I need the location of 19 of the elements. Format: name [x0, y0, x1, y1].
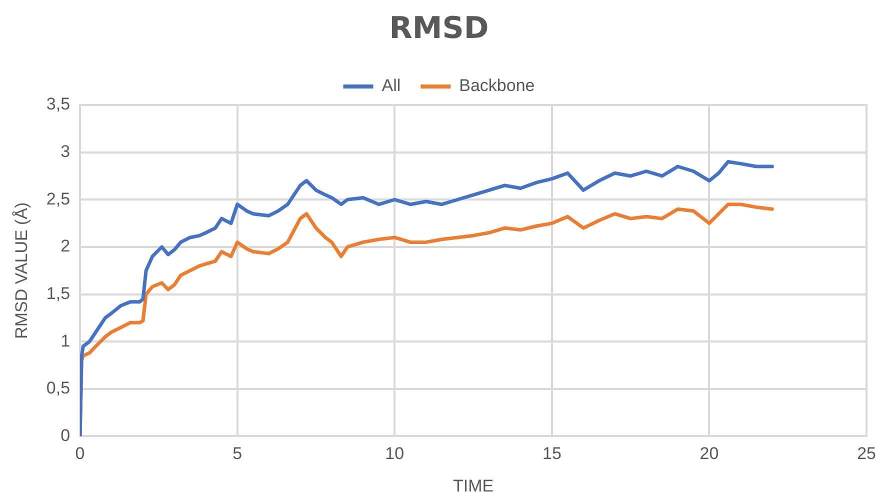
- y-tick-label: 3,5: [46, 94, 70, 114]
- y-tick-label: 1,5: [46, 284, 70, 303]
- y-tick-label: 0: [60, 426, 70, 445]
- x-axis-title: TIME: [452, 476, 494, 496]
- x-tick-label: 20: [700, 444, 719, 464]
- legend-label: All: [382, 76, 401, 96]
- x-tick-label: 10: [385, 444, 404, 464]
- x-tick-label: 15: [542, 444, 562, 464]
- x-tick-label: 0: [75, 444, 85, 464]
- x-tick-label: 5: [232, 444, 242, 464]
- x-tick-label: 25: [857, 444, 876, 464]
- y-tick-label: 1: [60, 331, 70, 350]
- chart-title: RMSD: [389, 10, 489, 46]
- y-tick-label: 0,5: [46, 378, 70, 398]
- y-tick-label: 3: [60, 142, 70, 161]
- y-tick-label: 2,5: [46, 189, 70, 208]
- y-tick-label: 2: [60, 236, 70, 256]
- y-axis-title: RMSD VALUE (Å): [12, 202, 31, 339]
- legend-label: Backbone: [459, 76, 535, 96]
